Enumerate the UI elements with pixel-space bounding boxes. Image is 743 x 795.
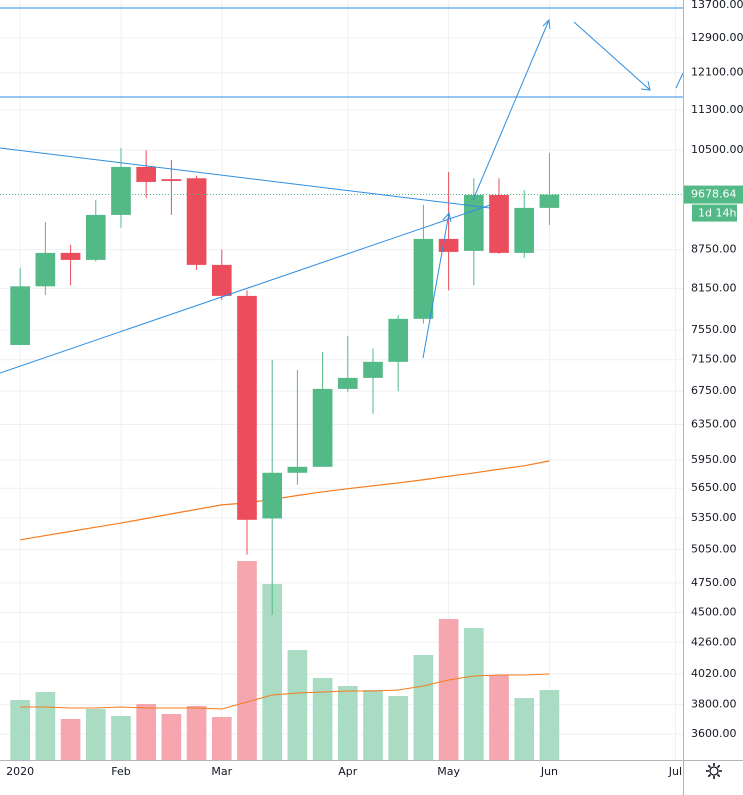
candle-body — [337, 377, 358, 389]
y-tick-label: 8750.00 — [691, 243, 737, 256]
y-tick-label: 3800.00 — [691, 698, 737, 711]
candle-body — [10, 286, 30, 345]
y-tick-label: 7550.00 — [691, 323, 737, 336]
y-tick-label: 12100.00 — [691, 66, 743, 79]
countdown-label: 1d 14h — [698, 207, 736, 220]
trend-line — [0, 204, 491, 374]
volume-bar — [463, 628, 484, 760]
y-tick-label: 6350.00 — [691, 417, 737, 430]
x-tick-label: Jul — [668, 765, 682, 778]
y-tick-label: 6750.00 — [691, 384, 737, 397]
volume-bar — [262, 584, 283, 760]
candle-body — [388, 318, 409, 362]
volume-bar — [211, 717, 232, 760]
candle-body — [211, 264, 232, 296]
x-tick-label: Apr — [338, 765, 358, 778]
y-tick-label: 4750.00 — [691, 576, 737, 589]
y-tick-label: 10500.00 — [691, 143, 743, 156]
candle-body — [463, 194, 484, 251]
volume-bar — [60, 719, 81, 760]
axes: 13700.00 12900.00 12100.00 11300.00 10500.00… — [6, 0, 743, 778]
last-price-box — [684, 185, 743, 204]
y-tick-label: 5050.00 — [691, 542, 737, 555]
volume-bar — [337, 686, 358, 760]
settings-button[interactable] — [706, 763, 722, 779]
candle-body — [237, 295, 257, 520]
volume-ma-line — [20, 673, 550, 710]
candle-body — [262, 472, 283, 519]
volume-bar — [363, 690, 383, 760]
x-tick-label: Jun — [540, 765, 558, 778]
candle-body — [85, 214, 106, 260]
candle-body — [35, 252, 56, 287]
volume-bar — [186, 706, 207, 760]
x-tick-label: 2020 — [6, 765, 34, 778]
volume-bar — [161, 714, 182, 760]
y-tick-label: 4500.00 — [691, 605, 737, 618]
y-tick-label: 7150.00 — [691, 353, 737, 366]
volume-bar — [312, 678, 333, 760]
y-tick-label: 5650.00 — [691, 481, 737, 494]
candle-body — [111, 166, 131, 215]
arrow-head — [640, 80, 651, 91]
y-tick-label: 4260.00 — [691, 635, 737, 648]
volume-bar — [85, 709, 106, 760]
gear-icon[interactable] — [709, 766, 719, 776]
candle-body — [287, 466, 308, 473]
volume-bar — [438, 619, 459, 760]
ma-line — [20, 460, 550, 541]
arrow — [573, 21, 651, 91]
gear-icon[interactable] — [706, 763, 722, 779]
price-pane — [0, 147, 683, 615]
y-tick-label: 8150.00 — [691, 281, 737, 294]
volume-bar — [514, 698, 535, 760]
candle-body — [136, 166, 157, 182]
volume-bar — [10, 700, 30, 760]
volume-bar — [287, 650, 308, 760]
time-axis-bg — [0, 760, 743, 795]
arrow — [472, 19, 550, 201]
x-tick-label: Feb — [111, 765, 130, 778]
trend-line — [0, 147, 491, 209]
candle-body — [363, 361, 383, 378]
y-tick-label: 5350.00 — [691, 511, 737, 524]
candle-body — [438, 238, 459, 252]
x-tick-label: May — [437, 765, 460, 778]
trend-line — [675, 72, 684, 89]
y-tick-label: 13700.00 — [691, 0, 743, 11]
y-tick-label: 5950.00 — [691, 453, 737, 466]
volume-bar — [111, 716, 131, 760]
arrow — [422, 212, 450, 359]
arrow-head — [442, 211, 452, 223]
volume-bar — [539, 690, 560, 760]
candle-body — [60, 252, 81, 260]
price-axis-bg — [683, 0, 743, 795]
candle-body — [413, 238, 434, 319]
volume-bar — [136, 704, 157, 760]
candle-body — [539, 194, 560, 208]
last-price-label: 9678.64 — [691, 188, 737, 201]
volume-bar — [413, 655, 434, 760]
countdown-box — [692, 204, 737, 222]
volume-pane — [10, 561, 560, 760]
y-tick-label: 12900.00 — [691, 31, 743, 44]
y-tick-label: 11300.00 — [691, 103, 743, 116]
candle-body — [186, 178, 207, 265]
volume-bar — [489, 675, 509, 760]
arrow-head — [542, 18, 551, 30]
drawings — [0, 7, 684, 374]
volume-bar — [35, 692, 56, 760]
volume-bar — [388, 696, 409, 760]
y-tick-label: 3600.00 — [691, 727, 737, 740]
candle-body — [161, 179, 182, 182]
x-tick-label: Mar — [211, 765, 232, 778]
candle-body — [489, 194, 509, 253]
candle-body — [312, 388, 333, 467]
volume-bar — [237, 561, 257, 760]
y-tick-label: 4020.00 — [691, 667, 737, 680]
candle-body — [514, 207, 535, 253]
